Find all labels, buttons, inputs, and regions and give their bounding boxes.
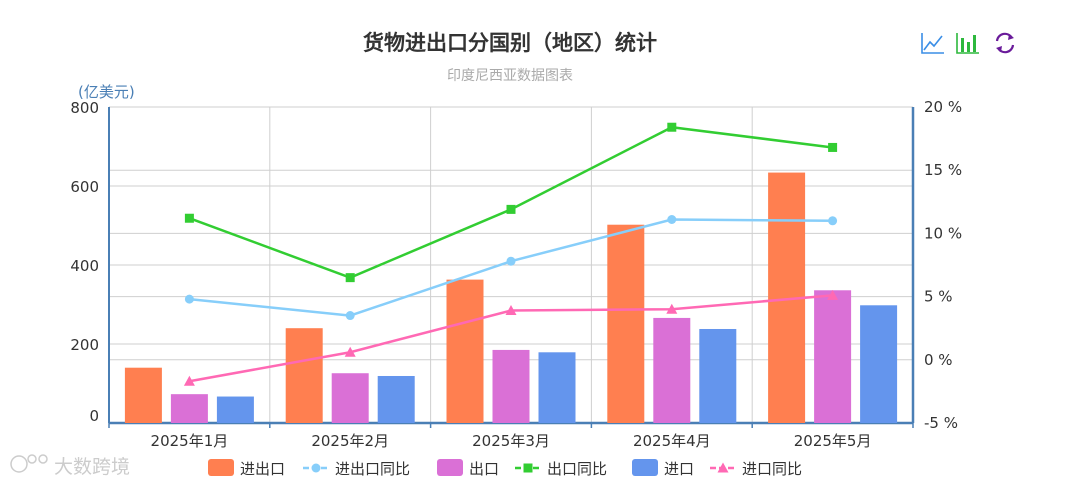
y-tick-label: 800 (70, 99, 99, 117)
y-tick-label: 600 (70, 178, 99, 196)
legend-label: 进出口同比 (335, 460, 410, 478)
bar (124, 367, 162, 423)
legend-item[interactable]: 进口 (632, 459, 694, 478)
refresh-icon[interactable] (993, 31, 1017, 55)
bar-chart-icon[interactable] (956, 32, 980, 54)
legend-label: 进口同比 (742, 460, 802, 478)
data-point (344, 346, 356, 357)
data-point (828, 216, 838, 226)
data-point (827, 289, 839, 300)
x-tick-label: 2025年2月 (311, 432, 389, 450)
legend-item[interactable]: 进出口 (208, 459, 285, 478)
x-tick-label: 2025年4月 (633, 432, 711, 450)
x-tick-label: 2025年5月 (794, 432, 872, 450)
y-tick-label: 400 (70, 257, 99, 275)
y-axis-unit: (亿美元) (78, 83, 135, 101)
bar (285, 328, 323, 423)
data-point (345, 311, 355, 321)
legend-item[interactable]: 进出口同比 (303, 460, 410, 478)
x-tick-label: 2025年1月 (151, 432, 229, 450)
bar (170, 394, 208, 423)
watermark-text: 大数跨境 (54, 456, 130, 478)
tick-labels: 0 200 400 600 800 -5 % 0 % 5 % 10 % 15 % 20 % 2025年… (70, 98, 962, 450)
data-point (828, 142, 838, 152)
y-tick-label: 200 (70, 336, 99, 354)
data-point (667, 214, 677, 224)
legend-item[interactable]: 进口同比 (710, 460, 802, 478)
legend[interactable]: 进出口 进出口同比 出口 出口同比 进口 进口同比 (208, 459, 802, 478)
data-point (345, 273, 355, 283)
data-point (667, 122, 677, 132)
y2-tick-label: 20 % (924, 98, 962, 116)
y2-tick-label: 10 % (924, 224, 962, 242)
y2-tick-label: 0 % (924, 351, 953, 369)
bar (331, 373, 369, 423)
bar (653, 317, 691, 423)
bar (814, 290, 852, 423)
bar (860, 305, 898, 423)
data-point (506, 256, 516, 266)
line-chart-icon[interactable] (921, 32, 945, 54)
y2-tick-label: -5 % (924, 414, 958, 432)
data-point (523, 463, 533, 473)
chart-title: 货物进出口分国别（地区）统计 (363, 31, 657, 55)
legend-label: 进出口 (240, 460, 285, 478)
data-point (505, 305, 517, 316)
data-point (183, 375, 195, 386)
legend-label: 出口同比 (547, 460, 607, 478)
watermark-logo-icon (10, 454, 48, 473)
y2-tick-label: 5 % (924, 288, 953, 306)
data-point (184, 213, 194, 223)
legend-item[interactable]: 出口 (437, 459, 499, 478)
data-point (506, 204, 516, 214)
legend-label: 进口 (664, 460, 694, 478)
legend-label: 出口 (469, 460, 499, 478)
bar (538, 352, 576, 423)
lines (183, 122, 839, 386)
data-point (184, 294, 194, 304)
x-tick-label: 2025年3月 (472, 432, 550, 450)
legend-swatch (632, 459, 658, 476)
chart-subtitle: 印度尼西亚数据图表 (447, 68, 573, 84)
y2-tick-label: 15 % (924, 161, 962, 179)
legend-item[interactable]: 出口同比 (515, 460, 607, 478)
bar (216, 396, 254, 423)
data-point (311, 463, 321, 473)
y-tick-label: 0 (89, 407, 99, 425)
series-line (188, 125, 833, 279)
series-line (189, 218, 833, 317)
bar (492, 349, 530, 423)
bar (446, 279, 484, 423)
legend-swatch (437, 459, 463, 476)
watermark: 大数跨境 (10, 454, 130, 478)
bars (124, 172, 898, 423)
legend-swatch (208, 459, 234, 476)
bar (699, 328, 737, 423)
data-point (666, 303, 678, 314)
bar (607, 224, 645, 423)
bar (377, 375, 415, 423)
data-point (717, 462, 729, 473)
